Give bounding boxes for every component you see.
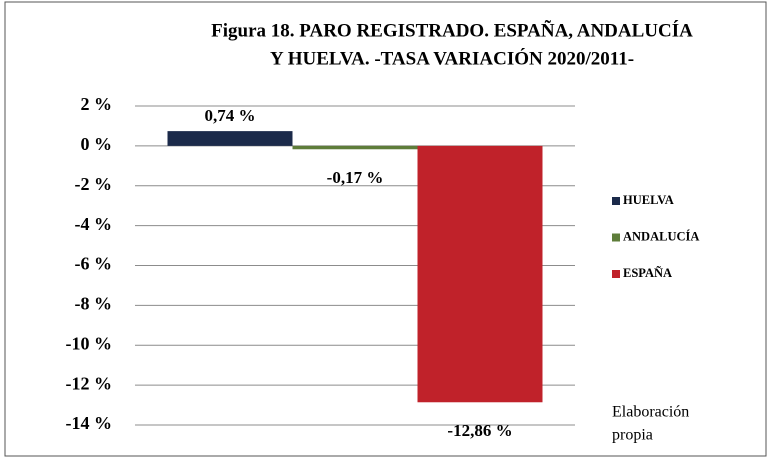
legend-label: HUELVA [623,193,674,207]
chart-frame [4,1,767,457]
y-tick-label: -2 % [75,174,113,194]
bar [167,131,293,146]
bar [292,145,418,150]
y-tick-label: 0 % [81,134,113,154]
y-tick-label: -8 % [75,294,113,314]
value-label: 0,74 % [205,106,256,125]
annotation: Elaboración [612,404,689,421]
chart-title: Figura 18. PARO REGISTRADO. ESPAÑA, ANDA… [211,19,693,41]
value-label: -0,17 % [327,168,384,187]
y-tick-label: -10 % [66,333,113,353]
y-tick-label: -14 % [66,413,113,433]
legend-label: ESPAÑA [623,266,672,280]
y-tick-label: 2 % [81,94,113,114]
y-tick-label: -6 % [75,254,113,274]
legend-swatch [612,233,620,242]
value-label: -12,86 % [447,421,512,440]
y-tick-label: -4 % [75,214,113,234]
legend-swatch [612,270,620,278]
legend-swatch [612,197,620,205]
annotation: propia [612,427,653,444]
bar [417,145,543,403]
legend-label: ANDALUCÍA [623,229,699,243]
chart-title: Y HUELVA. -TASA VARIACIÓN 2020/2011- [270,47,634,69]
y-tick-label: -12 % [66,373,113,393]
